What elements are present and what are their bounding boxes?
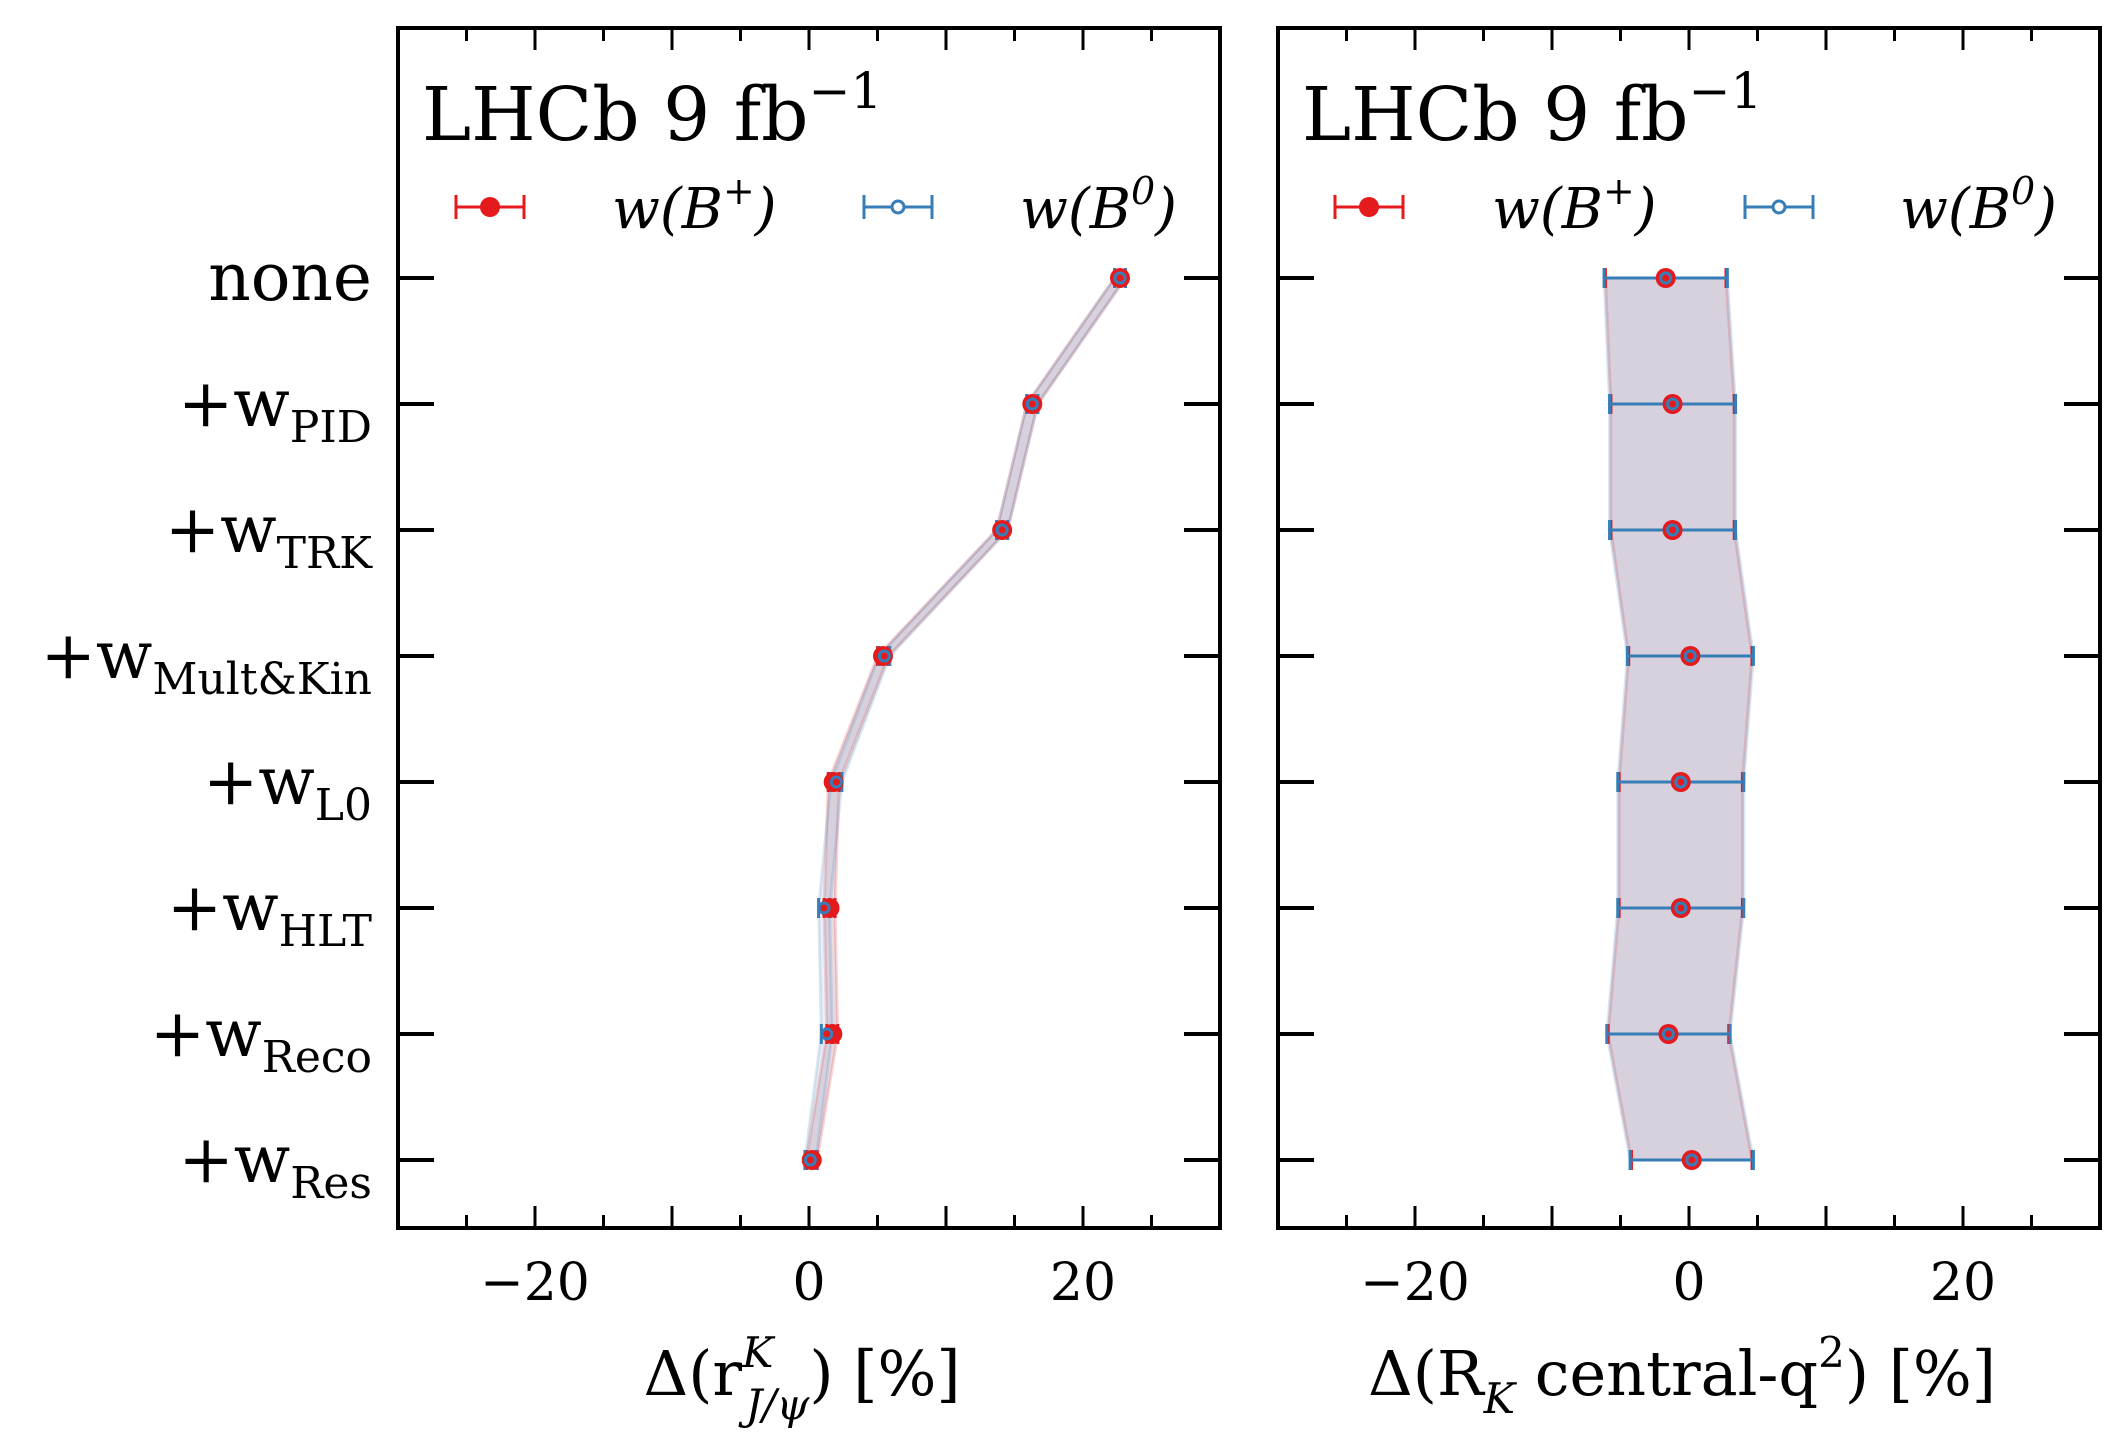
point-b-plus-left-1 — [1022, 394, 1043, 414]
point-b-zero-right-0 — [1659, 271, 1673, 285]
point-b-zero-right-3 — [1683, 649, 1697, 663]
row-label-mult-kin: +wMult&Kin — [41, 617, 372, 705]
point-b-plus-right-1 — [1662, 394, 1683, 414]
row-label-res: +wRes — [178, 1121, 372, 1209]
axes-left: −20 0 20 — [396, 26, 1222, 1313]
point-b-plus-left-0 — [1109, 268, 1130, 288]
point-b-zero-right-5 — [1674, 901, 1688, 915]
point-b-plus-right-3 — [1680, 646, 1701, 666]
point-b-zero-left-2 — [995, 523, 1009, 537]
x-axis-label-left: Δ(rK J/ψ) [%] — [643, 1328, 960, 1429]
x-tick-label-left-2: 20 — [1050, 1253, 1116, 1313]
point-b-zero-left-6 — [820, 1027, 834, 1041]
point-b-zero-right-1 — [1666, 397, 1680, 411]
point-b-zero-left-5 — [817, 901, 831, 915]
legend-b-plus-marker-right — [1359, 197, 1379, 217]
legend-b-plus-label-right: w(B+) — [1492, 169, 1657, 242]
point-b-zero-right-4 — [1674, 775, 1688, 789]
legend-b-zero-marker-left — [890, 199, 906, 215]
x-tick-label-right-2: 20 — [1930, 1253, 1996, 1313]
point-b-zero-left-4 — [829, 775, 843, 789]
legend-b-plus-marker-left — [480, 197, 500, 217]
row-label-trk: +wTRK — [165, 491, 373, 579]
marks-left — [801, 268, 1130, 1170]
point-b-plus-right-5 — [1670, 898, 1691, 918]
point-b-zero-left-7 — [803, 1153, 817, 1167]
point-b-plus-right-2 — [1662, 520, 1683, 540]
legend-right: w(B+) w(B0) — [1333, 169, 2057, 242]
x-tick-label-right-1: 0 — [1672, 1253, 1705, 1313]
axes-right: −20 0 20 — [1276, 26, 2102, 1313]
legend-b-zero-marker-right — [1771, 199, 1787, 215]
point-b-zero-right-2 — [1666, 523, 1680, 537]
x-tick-label-right-0: −20 — [1360, 1253, 1470, 1313]
legend-b-zero-label-right: w(B0) — [1900, 169, 2057, 242]
legend-b-plus-label-left: w(B+) — [612, 169, 777, 242]
x-tick-label-left-1: 0 — [792, 1253, 825, 1313]
title-left: LHCb 9 fb−1 — [422, 62, 882, 158]
row-labels: none +wPID +wTRK +wMult&Kin +wL0 +wHLT +… — [41, 239, 374, 1209]
point-b-zero-left-0 — [1113, 271, 1127, 285]
x-tick-label-left-0: −20 — [480, 1253, 590, 1313]
x-axis-label-right: Δ(RK central-q2) [%] — [1368, 1328, 1996, 1423]
point-b-plus-right-7 — [1681, 1150, 1702, 1170]
point-b-plus-right-0 — [1655, 268, 1676, 288]
legend-b-zero-label-left: w(B0) — [1020, 169, 1177, 242]
row-label-l0: +wL0 — [203, 743, 372, 831]
point-b-zero-left-1 — [1025, 397, 1039, 411]
panel-title-left: LHCb 9 fb−1 — [422, 62, 882, 158]
panel-left: −20 0 20 LHCb 9 fb−1 w(B+) w(B0) Δ(rK J/ψ) … — [396, 26, 1222, 1429]
title-right: LHCb 9 fb−1 — [1302, 62, 1762, 158]
band-layer-left — [803, 276, 1129, 1162]
marks-right — [1602, 268, 1755, 1170]
row-label-hlt: +wHLT — [167, 869, 372, 957]
legend-left: w(B+) w(B0) — [454, 169, 1177, 242]
point-b-plus-right-4 — [1670, 772, 1691, 792]
point-b-zero-right-6 — [1661, 1027, 1675, 1041]
row-label-pid: +wPID — [178, 365, 372, 453]
band-layer-right — [1602, 276, 1756, 1162]
row-label-none: none — [208, 239, 372, 316]
panel-right: −20 0 20 LHCb 9 fb−1 w(B+) w(B0) Δ(RK cent… — [1276, 26, 2102, 1423]
point-b-plus-right-6 — [1658, 1024, 1679, 1044]
point-b-zero-left-3 — [877, 649, 891, 663]
point-b-zero-right-7 — [1685, 1153, 1699, 1167]
panel-title-right: LHCb 9 fb−1 — [1302, 62, 1762, 158]
row-label-reco: +wReco — [150, 995, 372, 1083]
point-b-plus-left-2 — [992, 520, 1013, 540]
